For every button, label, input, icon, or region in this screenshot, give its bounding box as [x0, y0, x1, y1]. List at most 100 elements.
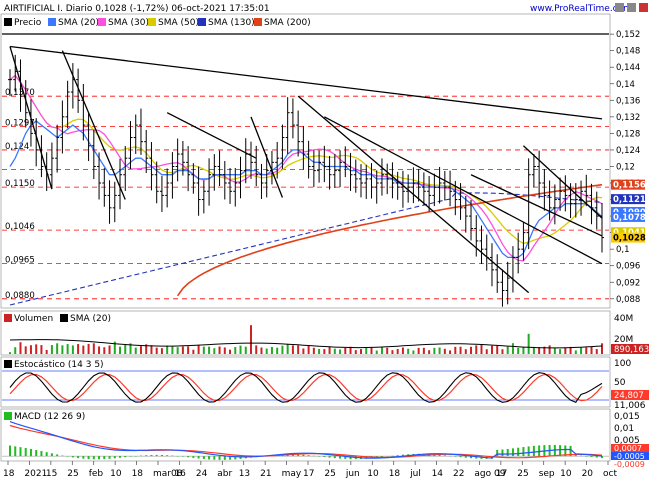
x-axis-label: 10 [110, 469, 122, 479]
volume-bar [45, 349, 48, 354]
volume-bar [82, 345, 85, 354]
price-axis-label: 0,092 [616, 278, 640, 288]
volume-bar [108, 345, 111, 354]
volume-bar [375, 350, 378, 354]
value-tag-text: 0,1156 [613, 181, 646, 191]
legend-swatch-sma30 [98, 18, 106, 26]
macd-histogram-bar [312, 455, 315, 457]
volume-tick-20m: 20M [614, 335, 633, 345]
volume-bar [543, 346, 546, 354]
price-axis-label: 0,152 [616, 30, 640, 40]
macd-histogram-bar [187, 456, 190, 458]
value-tag-text: 0,1078 [613, 213, 646, 223]
x-axis-label: ago 09 [474, 469, 505, 479]
volume-bar [77, 344, 80, 354]
maximize-icon[interactable] [615, 3, 624, 12]
volume-bar [569, 346, 572, 354]
stoch-tag-d [611, 390, 649, 400]
macd-histogram-bar [171, 455, 174, 457]
macd-histogram-bar [323, 456, 326, 458]
volume-bar [307, 345, 310, 354]
macd-histogram-bar [82, 456, 85, 459]
x-axis-label: 2021 [24, 469, 47, 479]
macd-histogram-bar [223, 456, 226, 460]
price-axis-label: 0,12 [616, 162, 635, 172]
volume-bar [202, 346, 205, 354]
volume-bar [470, 346, 473, 354]
macd-histogram-bar [475, 456, 478, 459]
macd-histogram-bar [380, 456, 383, 458]
macd-histogram-bar [386, 456, 389, 457]
close-icon[interactable] [639, 3, 648, 12]
stoch-tick-50: 50 [614, 378, 626, 388]
volume-bar [9, 352, 11, 354]
trendline [9, 46, 53, 190]
price-legend: Precio SMA (20) SMA (30) SMA (50) SMA (1… [2, 15, 311, 28]
macd-histogram-bar [98, 456, 101, 460]
volume-bar [449, 350, 452, 354]
macd-histogram-bar [9, 445, 11, 457]
volume-bar [218, 346, 221, 354]
legend-sma50: SMA (50) [158, 18, 199, 28]
legend-macd: MACD (12 26 9) [14, 412, 85, 422]
chart-title: AIRTIFICIAL I. Diario 0,1028 (-1,72%) 06… [4, 4, 270, 14]
volume-bar [538, 347, 541, 354]
level-label: 0,0965 [5, 256, 35, 266]
macd-histogram-bar [181, 456, 184, 457]
macd-histogram-bar [124, 456, 127, 458]
macd-histogram-bar [192, 456, 195, 458]
volume-bar [501, 349, 504, 354]
macd-histogram-bar [443, 455, 446, 457]
volume-bar [302, 348, 305, 354]
stoch-panel [0, 356, 611, 408]
volume-bar [365, 347, 368, 354]
volume-bar [150, 345, 153, 354]
x-axis-label: abr [217, 469, 232, 479]
value-tag-bg [611, 227, 645, 238]
macd-histogram-bar [506, 448, 509, 457]
volume-bar [601, 343, 603, 354]
stochastic-lines [2, 370, 609, 403]
header-bar [0, 0, 650, 14]
volume-bar [113, 341, 116, 354]
macd-histogram-bar [459, 456, 462, 458]
volume-bar [24, 346, 27, 354]
restore-icon[interactable] [627, 3, 636, 12]
x-axis-label: 17 [496, 469, 507, 479]
volume-bar [166, 345, 169, 354]
volume-bar [66, 344, 69, 354]
macd-histogram-bar [585, 456, 588, 457]
volume-bar [260, 347, 263, 354]
trendline [470, 174, 603, 237]
macd-histogram-bar [580, 455, 583, 457]
trendline [166, 112, 257, 159]
volume-bar [181, 346, 184, 354]
macd-histogram-bar [333, 456, 336, 459]
volume-bar [234, 347, 237, 354]
volume-bar [129, 343, 132, 354]
macd-histogram-bar [218, 456, 221, 460]
macd-histogram-bar [139, 455, 142, 457]
macd-histogram-bar [291, 454, 294, 457]
macd-histogram-bar [595, 456, 598, 458]
value-tag-bg [611, 211, 645, 222]
legend-swatch-sma200 [254, 18, 262, 26]
price-axis-label: 0,088 [616, 295, 640, 305]
stoch-value-k: 11,006 [614, 401, 646, 411]
macd-histogram-bar [496, 449, 499, 457]
volume-bar [35, 344, 38, 354]
volume-bar [50, 345, 53, 354]
sma200-line [176, 183, 603, 297]
value-tag-bg [611, 194, 645, 205]
trendline [9, 45, 603, 120]
volume-bar [517, 347, 520, 354]
macd-histogram-bar [339, 456, 342, 459]
volume-bar [391, 350, 394, 354]
level-label: 0,1046 [5, 222, 35, 232]
volume-value: 890,163 [614, 345, 649, 355]
macd-histogram-bar [396, 455, 399, 457]
window-icons [615, 3, 648, 12]
volume-bar [291, 345, 294, 354]
volume-bar [297, 345, 300, 354]
volume-sma-line [9, 339, 603, 349]
